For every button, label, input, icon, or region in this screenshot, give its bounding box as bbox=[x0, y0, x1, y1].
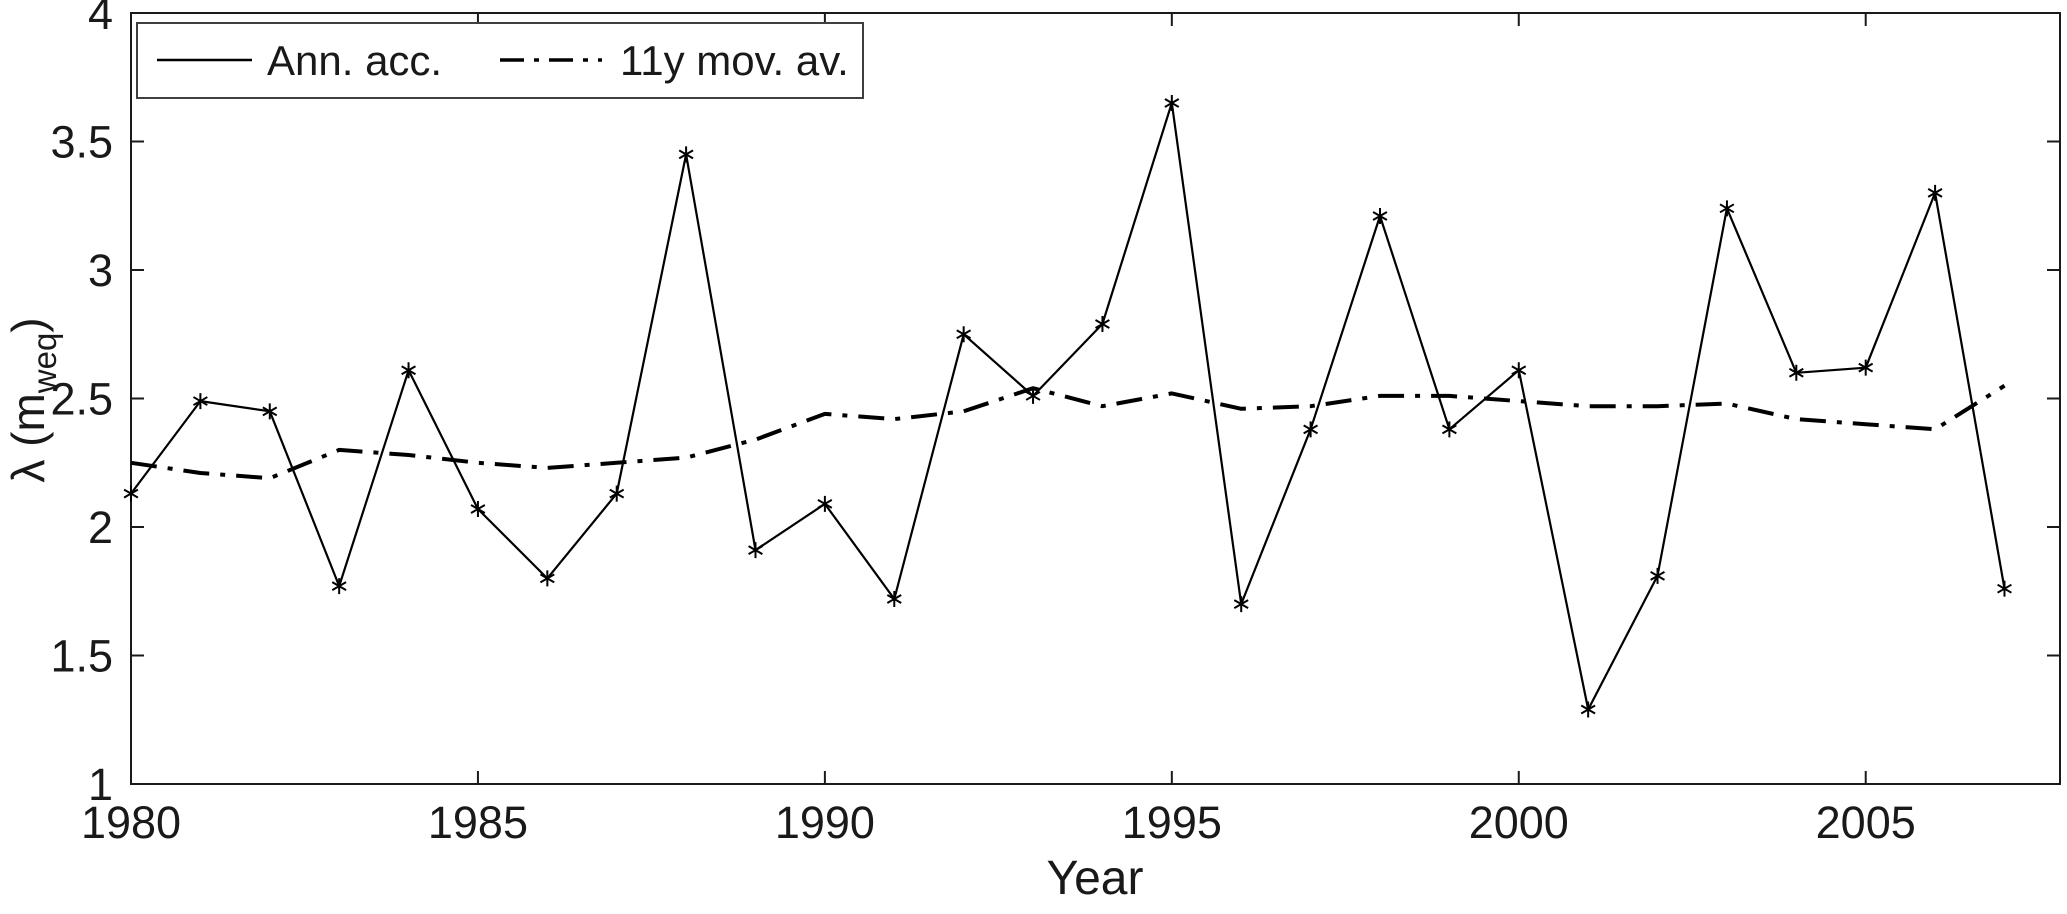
y-tick-label: 1.5 bbox=[50, 631, 113, 682]
data-marker-asterisk bbox=[1372, 208, 1388, 225]
data-marker-asterisk bbox=[1233, 596, 1249, 613]
data-marker-asterisk bbox=[331, 578, 347, 595]
data-marker-asterisk bbox=[1511, 362, 1527, 379]
y-tick-label: 4 bbox=[88, 0, 113, 39]
axes: 1980 1985 1990 1995 2000 2005 1 1.5 2 2.5 3 3.5 4 bbox=[50, 0, 2061, 848]
data-marker-asterisk bbox=[192, 393, 208, 410]
data-marker-asterisk bbox=[1858, 359, 1874, 376]
series-line-annual bbox=[130, 101, 2006, 711]
series-line-movavg bbox=[130, 384, 2006, 481]
data-series bbox=[123, 94, 2012, 718]
x-tick-label: 2000 bbox=[1469, 797, 1569, 848]
x-tick-label: 1980 bbox=[81, 797, 181, 848]
y-axis-label: λ (mweq) bbox=[2, 317, 63, 482]
y-tick-label: 3 bbox=[88, 245, 113, 296]
plot-frame bbox=[130, 12, 2061, 785]
x-tick-label: 1985 bbox=[428, 797, 528, 848]
data-marker-asterisk bbox=[1095, 315, 1110, 332]
data-marker-asterisk bbox=[262, 403, 278, 420]
data-marker-asterisk bbox=[1303, 421, 1319, 438]
y-tick-label: 2.5 bbox=[50, 374, 113, 425]
legend-label-movavg: 11y mov. av. bbox=[620, 37, 849, 84]
data-marker-asterisk bbox=[817, 495, 833, 512]
data-marker-asterisk bbox=[886, 590, 902, 607]
data-marker-asterisk bbox=[1788, 364, 1804, 381]
data-marker-asterisk bbox=[1164, 94, 1180, 111]
data-marker-asterisk bbox=[609, 485, 625, 502]
data-marker-asterisk bbox=[470, 501, 486, 518]
data-marker-asterisk bbox=[1580, 701, 1596, 718]
data-marker-asterisk bbox=[401, 362, 416, 379]
data-marker-asterisk bbox=[1719, 200, 1735, 217]
y-tick-label: 2 bbox=[88, 502, 113, 553]
data-marker-asterisk bbox=[123, 485, 139, 502]
x-tick-label: 1995 bbox=[1122, 797, 1222, 848]
data-marker-asterisk bbox=[956, 326, 972, 343]
data-marker-asterisk bbox=[1927, 184, 1943, 201]
x-tick-label: 2005 bbox=[1816, 797, 1916, 848]
data-marker-asterisk bbox=[678, 146, 694, 163]
legend-label-annual: Ann. acc. bbox=[267, 37, 442, 84]
x-axis-label: Year bbox=[1047, 852, 1144, 905]
data-marker-asterisk bbox=[539, 570, 555, 587]
data-marker-asterisk bbox=[1441, 421, 1457, 438]
data-marker-asterisk bbox=[1997, 580, 2012, 597]
data-marker-asterisk bbox=[1025, 387, 1041, 404]
legend: Ann. acc. 11y mov. av. bbox=[136, 22, 864, 99]
y-tick-label: 3.5 bbox=[50, 117, 113, 168]
data-marker-asterisk bbox=[1650, 567, 1665, 584]
data-marker-asterisk bbox=[748, 542, 763, 559]
y-tick-label: 1 bbox=[88, 759, 113, 810]
x-tick-label: 1990 bbox=[775, 797, 875, 848]
